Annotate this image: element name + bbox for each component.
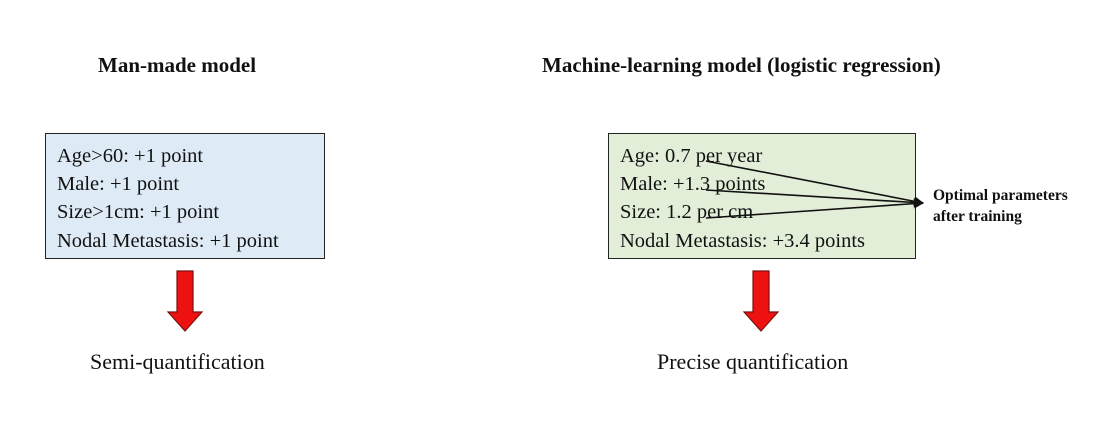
down-arrow-icon — [167, 270, 203, 332]
annotation-line-2: after training — [933, 208, 1022, 225]
left-box-line-male: Male: +1 point — [57, 173, 180, 196]
left-box-line-age: Age>60: +1 point — [57, 145, 204, 167]
down-arrow-icon — [743, 270, 779, 332]
left-panel-title: Man-made model — [98, 53, 257, 77]
optimal-parameters-annotation: Optimal parameters after training — [933, 185, 1068, 227]
right-box-line-nodal: Nodal Metastasis: +3.4 points — [620, 229, 866, 252]
left-box-line-size: Size>1cm: +1 point — [57, 201, 220, 224]
right-box-line-age: Age: 0.7 per year — [620, 145, 763, 167]
machine-learning-model-box: Age: 0.7 per year Male: +1.3 points Size… — [608, 133, 916, 259]
left-box-line-nodal: Nodal Metastasis: +1 point — [57, 229, 279, 252]
right-box-line-male: Male: +1.3 points — [620, 173, 766, 196]
right-panel-title: Machine-learning model (logistic regress… — [542, 53, 941, 77]
right-box-line-size: Size: 1.2 per cm — [620, 201, 754, 224]
man-made-model-box: Age>60: +1 point Male: +1 point Size>1cm… — [45, 133, 325, 259]
right-result-label: Precise quantification — [657, 349, 849, 374]
left-result-label: Semi-quantification — [90, 349, 265, 374]
annotation-line-1: Optimal parameters — [933, 187, 1068, 204]
